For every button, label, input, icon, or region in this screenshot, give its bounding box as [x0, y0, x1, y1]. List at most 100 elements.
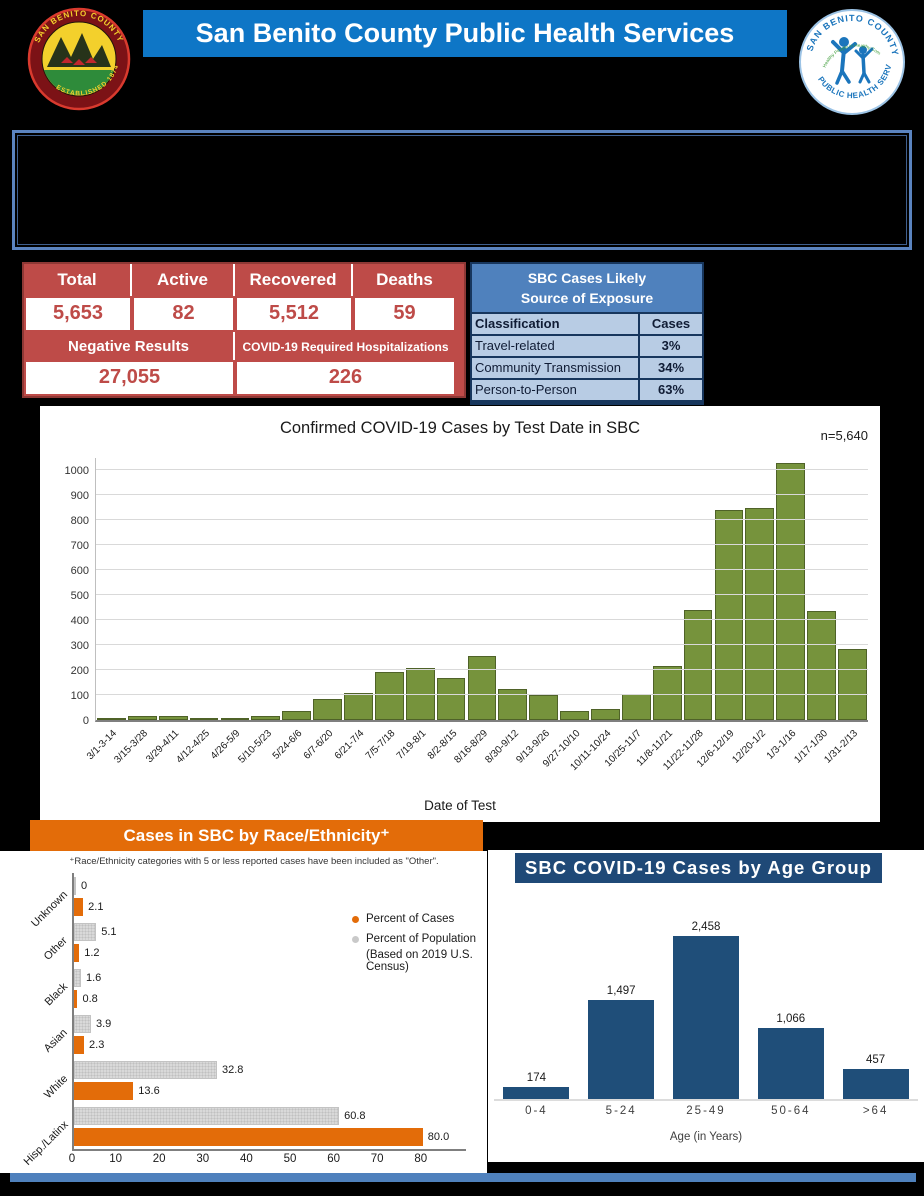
- testdate-bar: [714, 509, 744, 720]
- value-negative-results: 27,055: [26, 362, 233, 394]
- race-value-label: 13.6: [138, 1084, 160, 1097]
- race-category-label: Unknown: [29, 888, 71, 930]
- bar-slot: [158, 458, 189, 720]
- age-value-label: 2,458: [691, 921, 721, 933]
- race-bar: [74, 943, 80, 962]
- age-bar-slot: 1,066: [748, 914, 833, 1099]
- age-bar-slot: 174: [494, 914, 579, 1099]
- race-group: Other 5.1 1.2: [42, 919, 466, 965]
- header-total: Total: [24, 264, 132, 296]
- race-axis-tick: 20: [152, 1153, 166, 1165]
- bar-slot: [528, 458, 559, 720]
- exposure-row-person: Person-to-Person 63%: [472, 380, 702, 401]
- race-x-axis-ticks: 0 10 20 30 40 50 60 70 80: [69, 1153, 464, 1169]
- testdate-bar: [282, 711, 312, 720]
- testdate-bar: [776, 463, 806, 720]
- race-bar: [74, 1060, 217, 1079]
- age-bar-slot: 2,458: [664, 914, 749, 1099]
- y-tick-label: 800: [70, 515, 89, 528]
- bar-slot: [312, 458, 343, 720]
- testdate-bar: [374, 672, 404, 720]
- race-group: White 32.8 13.6: [42, 1057, 466, 1103]
- testdate-plot-area: 0 100 200 300 400 500 600 700 800 900 1000: [65, 458, 868, 727]
- exposure-label: Travel-related: [472, 336, 640, 357]
- race-chart-panel: ⁺Race/Ethnicity categories with 5 or les…: [0, 851, 487, 1173]
- race-group: Asian 3.9 2.3: [42, 1011, 466, 1057]
- header-hospitalizations: COVID-19 Required Hospitalizations: [235, 332, 456, 360]
- age-chart-panel: SBC COVID-19 Cases by Age Group 174 1,497…: [488, 850, 924, 1162]
- exposure-col-classification: Classification: [472, 314, 640, 335]
- exposure-column-header-row: Classification Cases: [472, 314, 702, 337]
- race-value-label: 1.2: [84, 946, 100, 959]
- exposure-label: Person-to-Person: [472, 380, 640, 401]
- legend-item-population: Percent of Population: [352, 933, 487, 945]
- race-axis-tick: 70: [370, 1153, 384, 1165]
- race-bar-row: 0.8: [74, 988, 466, 1009]
- race-bar: [74, 1035, 85, 1054]
- race-bar-row: 1.2: [74, 942, 466, 963]
- testdate-bar: [220, 718, 250, 720]
- race-bar-row: 2.1: [74, 896, 466, 917]
- exposure-row-travel: Travel-related 3%: [472, 336, 702, 359]
- age-category-label: 0-4: [525, 1105, 548, 1117]
- race-category-label: White: [41, 1072, 71, 1102]
- exposure-value: 34%: [657, 360, 685, 376]
- testdate-bar: [807, 611, 836, 720]
- people-figures-icon: [831, 37, 874, 85]
- value-total: 5,653: [26, 298, 130, 330]
- summary-secondary-header-row: Negative Results COVID-19 Required Hospi…: [24, 332, 464, 360]
- race-bar-row: 80.0: [74, 1126, 466, 1147]
- race-value-label: 2.3: [89, 1038, 105, 1051]
- race-bar: [74, 922, 97, 941]
- gridline: [96, 519, 868, 521]
- bar-slot: [189, 458, 220, 720]
- page-title: San Benito County Public Health Services: [195, 18, 735, 48]
- exposure-table: SBC Cases Likely Source of Exposure Clas…: [470, 262, 704, 406]
- race-axis-tick: 0: [68, 1153, 76, 1165]
- age-category-label: 25-49: [686, 1105, 726, 1117]
- bar-slot: [436, 458, 467, 720]
- header-active: Active: [132, 264, 235, 296]
- bar-slot: [714, 458, 745, 720]
- testdate-bar: [405, 668, 435, 720]
- testdate-bar: [467, 655, 497, 720]
- gray-dot-icon: [352, 935, 359, 943]
- exposure-label: Community Transmission: [472, 358, 640, 379]
- header-negative-results: Negative Results: [24, 332, 235, 360]
- exposure-col-cases: Cases: [651, 316, 691, 332]
- race-bar-groups: Unknown 0 2.1 Other 5.1 1.2 Black 1.6 0.8 Asian 3.…: [21, 873, 466, 1168]
- race-group: Black 1.6 0.8: [43, 965, 466, 1011]
- public-health-logo: SAN BENITO COUNTY PUBLIC HEALTH SERVICES…: [799, 9, 905, 115]
- age-x-axis-title: Age (in Years): [669, 1131, 743, 1143]
- race-bar: [74, 876, 76, 895]
- testdate-bar: [621, 693, 651, 720]
- race-bar: [74, 1127, 423, 1146]
- age-bar: [757, 1028, 824, 1099]
- gridline: [96, 644, 868, 646]
- y-tick-label: 1000: [64, 465, 89, 478]
- race-bar-row: 0: [74, 875, 466, 896]
- gridline: [96, 619, 868, 621]
- value-active: 82: [134, 298, 233, 330]
- race-bar-row: 1.6: [74, 967, 466, 988]
- y-tick-label: 200: [70, 665, 89, 678]
- bar-slot: [683, 458, 714, 720]
- summary-secondary-value-row: 27,055 226: [24, 360, 464, 396]
- race-bar: [74, 968, 81, 987]
- bar-slot: [621, 458, 652, 720]
- summary-header-row: Total Active Recovered Deaths: [24, 264, 464, 296]
- age-value-label: 174: [526, 1072, 546, 1085]
- case-summary-table: Total Active Recovered Deaths 5,653 82 5…: [22, 262, 466, 398]
- y-tick-label: 600: [70, 565, 89, 578]
- bar-slot: [343, 458, 374, 720]
- y-tick-label: 100: [70, 690, 89, 703]
- race-value-label: 32.8: [222, 1063, 244, 1076]
- bar-slot: [652, 458, 683, 720]
- testdate-bar: [529, 695, 559, 720]
- testdate-bar: [313, 698, 342, 720]
- bar-slot: [96, 458, 127, 720]
- testdate-bar: [652, 665, 682, 720]
- bar-slot: [559, 458, 590, 720]
- value-deaths: 59: [355, 298, 454, 330]
- age-value-label: 457: [865, 1053, 886, 1066]
